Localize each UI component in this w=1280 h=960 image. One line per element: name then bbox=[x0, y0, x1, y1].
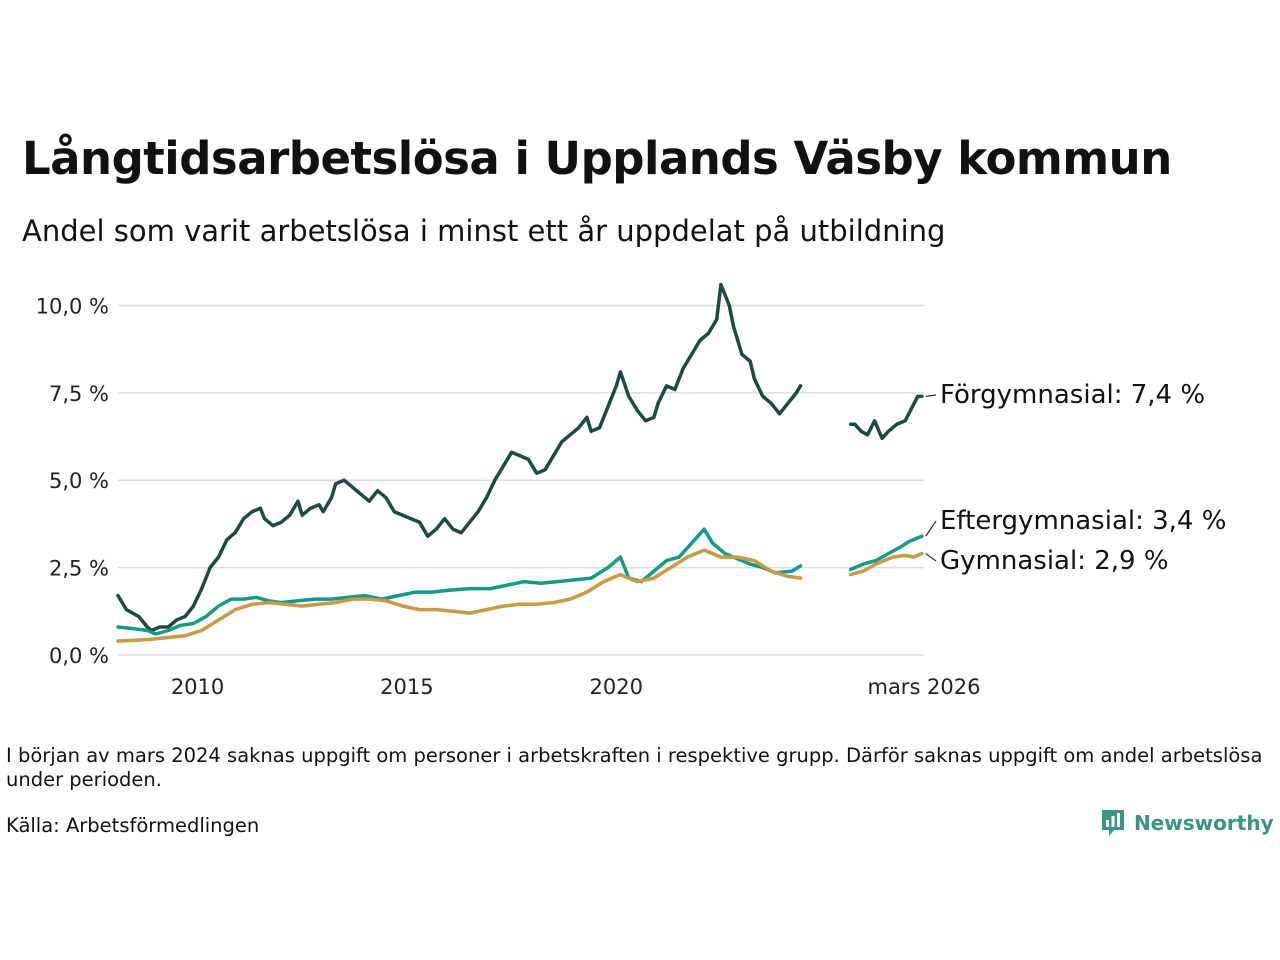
chart-subtitle: Andel som varit arbetslösa i minst ett å… bbox=[22, 214, 946, 248]
y-tick-label: 10,0 % bbox=[36, 294, 109, 318]
footnote: I början av mars 2024 saknas uppgift om … bbox=[6, 744, 1263, 791]
x-tick-label: 2015 bbox=[380, 675, 433, 699]
eftergymnasial-label-leader bbox=[925, 520, 937, 537]
forgymnasial-line bbox=[116, 282, 924, 633]
series-lines bbox=[116, 282, 924, 643]
gymnasial-end-label: Gymnasial: 2,9 % bbox=[940, 546, 1169, 576]
eftergymnasial-line bbox=[116, 527, 924, 636]
x-tick-label: 2020 bbox=[590, 675, 643, 699]
series-end-labels: Förgymnasial: 7,4 % Eftergymnasial: 3,4 %… bbox=[925, 380, 1226, 576]
x-tick-label: 2010 bbox=[171, 675, 224, 699]
bar-chart-icon bbox=[1102, 810, 1124, 836]
forgymnasial-label-leader bbox=[925, 394, 937, 397]
line-chart: 0,0 % 2,5 % 5,0 % 7,5 % 10,0 % 2010 2015 2020 m… bbox=[36, 282, 1226, 699]
newsworthy-logo[interactable]: Newsworthy bbox=[1100, 808, 1274, 838]
brand-name: Newsworthy bbox=[1134, 811, 1274, 835]
x-axis: 2010 2015 2020 mars 2026 bbox=[171, 675, 981, 699]
gymnasial-line bbox=[116, 548, 924, 643]
y-tick-label: 0,0 % bbox=[49, 644, 109, 668]
y-tick-label: 5,0 % bbox=[49, 469, 109, 493]
x-tick-label: mars 2026 bbox=[867, 675, 980, 699]
gymnasial-label-leader bbox=[925, 553, 937, 562]
eftergymnasial-end-label: Eftergymnasial: 3,4 % bbox=[940, 506, 1226, 536]
y-tick-label: 2,5 % bbox=[49, 557, 109, 581]
chart-title: Långtidsarbetslösa i Upplands Väsby komm… bbox=[22, 132, 1172, 185]
y-axis: 0,0 % 2,5 % 5,0 % 7,5 % 10,0 % bbox=[36, 294, 109, 668]
gridlines bbox=[118, 304, 924, 656]
y-tick-label: 7,5 % bbox=[49, 382, 109, 406]
source-note: Källa: Arbetsförmedlingen bbox=[6, 814, 260, 837]
forgymnasial-end-label: Förgymnasial: 7,4 % bbox=[940, 380, 1205, 410]
